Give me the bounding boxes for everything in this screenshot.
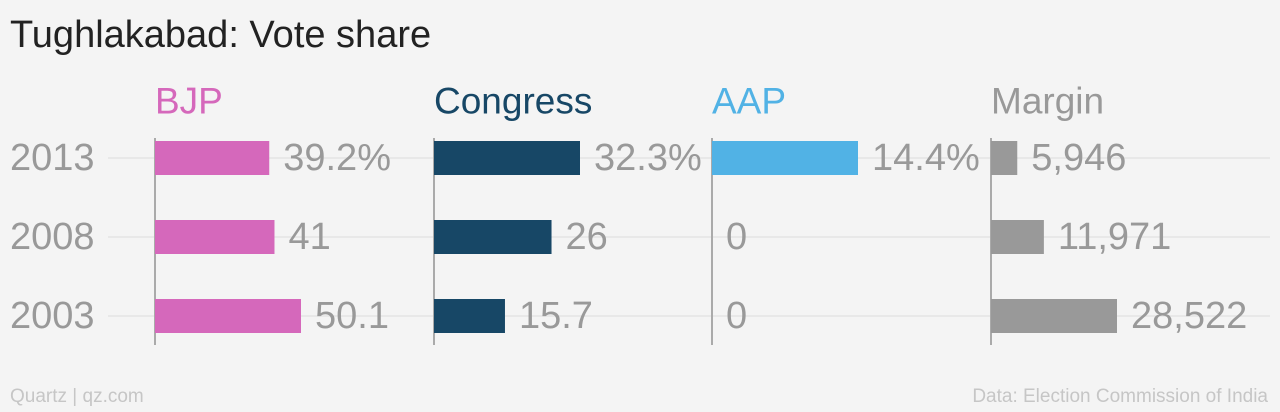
footer-credit: Quartz | qz.com — [10, 386, 144, 407]
category-label-2013: 2013 — [10, 137, 95, 179]
series-header-margin: Margin — [991, 81, 1104, 122]
value-label-margin-2008: 11,971 — [1058, 216, 1171, 258]
bar-congress-2008 — [434, 220, 552, 254]
value-label-congress-2003: 15.7 — [519, 295, 593, 337]
value-label-aap-2008: 0 — [726, 216, 747, 258]
value-label-congress-2013: 32.3% — [594, 137, 702, 179]
bar-congress-2013 — [434, 141, 580, 175]
series-header-bjp: BJP — [155, 81, 223, 122]
bar-bjp-2008 — [155, 220, 275, 254]
value-label-margin-2013: 5,946 — [1031, 137, 1126, 179]
bar-margin-2003 — [991, 299, 1117, 333]
bar-margin-2008 — [991, 220, 1044, 254]
value-label-bjp-2013: 39.2% — [283, 137, 391, 179]
category-label-2008: 2008 — [10, 216, 95, 258]
bar-aap-2013 — [712, 141, 858, 175]
chart-title: Tughlakabad: Vote share — [10, 14, 432, 56]
footer-source: Data: Election Commission of India — [972, 386, 1268, 407]
value-label-aap-2003: 0 — [726, 295, 747, 337]
value-label-margin-2003: 28,522 — [1131, 295, 1247, 337]
bar-margin-2013 — [991, 141, 1018, 175]
bar-bjp-2003 — [155, 299, 301, 333]
value-label-congress-2008: 26 — [566, 216, 608, 258]
value-label-bjp-2008: 41 — [288, 216, 330, 258]
value-label-aap-2013: 14.4% — [872, 137, 980, 179]
value-label-bjp-2003: 50.1 — [315, 295, 389, 337]
bar-congress-2003 — [434, 299, 505, 333]
bar-bjp-2013 — [155, 141, 270, 175]
category-label-2003: 2003 — [10, 295, 95, 337]
series-header-aap: AAP — [712, 81, 786, 122]
series-header-congress: Congress — [434, 81, 592, 122]
